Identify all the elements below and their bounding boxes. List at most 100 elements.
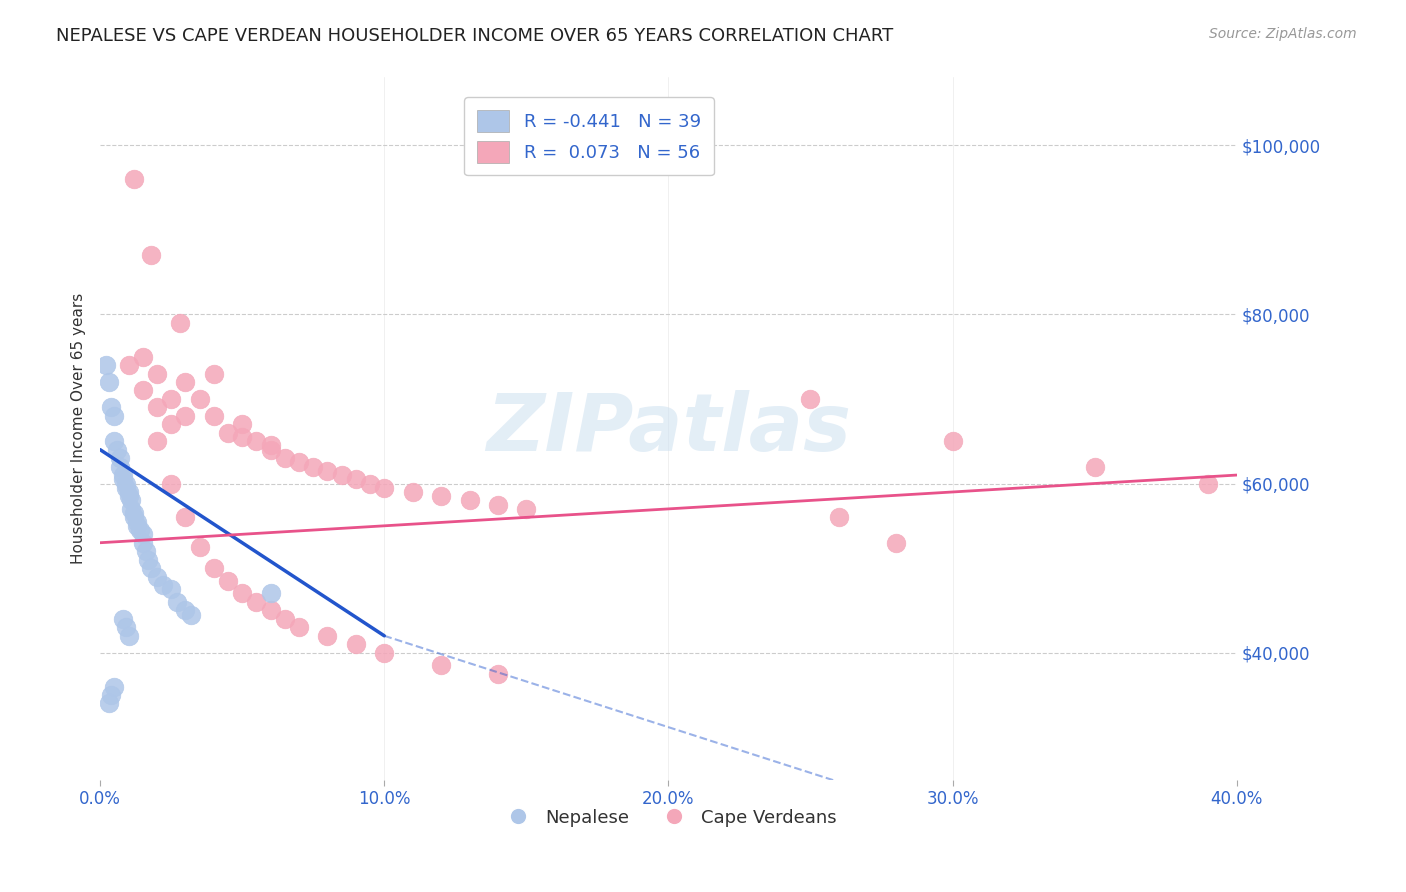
Point [174,510,197,524]
Point [188,540,211,554]
Point [174,409,197,423]
Point [146,401,169,415]
Point [828,510,851,524]
Point [942,434,965,449]
Point [146,367,169,381]
Point [108,459,131,474]
Point [202,409,225,423]
Point [117,485,139,500]
Point [132,384,155,398]
Point [100,401,122,415]
Point [111,472,134,486]
Text: ZIPatlas: ZIPatlas [486,390,851,467]
Point [166,595,188,609]
Point [111,612,134,626]
Point [132,350,155,364]
Point [146,434,169,449]
Point [105,442,128,457]
Point [245,595,267,609]
Text: NEPALESE VS CAPE VERDEAN HOUSEHOLDER INCOME OVER 65 YEARS CORRELATION CHART: NEPALESE VS CAPE VERDEAN HOUSEHOLDER INC… [56,27,893,45]
Point [114,620,136,634]
Point [125,515,148,529]
Point [132,535,155,549]
Point [430,658,453,673]
Point [884,535,907,549]
Point [231,586,253,600]
Point [138,552,160,566]
Point [180,607,202,622]
Point [122,506,145,520]
Point [344,472,367,486]
Legend: Nepalese, Cape Verdeans: Nepalese, Cape Verdeans [492,801,844,834]
Point [231,417,253,432]
Point [274,451,297,466]
Point [1197,476,1219,491]
Point [217,425,239,440]
Point [373,646,395,660]
Point [1084,459,1107,474]
Point [125,518,148,533]
Point [231,430,253,444]
Point [114,481,136,495]
Point [288,620,311,634]
Point [103,680,125,694]
Point [302,459,325,474]
Point [402,485,425,500]
Point [160,582,183,597]
Point [245,434,267,449]
Point [288,455,311,469]
Point [373,481,395,495]
Point [202,561,225,575]
Point [174,375,197,389]
Point [146,569,169,583]
Point [160,476,183,491]
Point [117,358,139,372]
Point [274,612,297,626]
Point [486,498,509,512]
Point [94,358,117,372]
Point [114,476,136,491]
Point [259,603,281,617]
Point [100,688,122,702]
Point [117,489,139,503]
Point [316,464,339,478]
Point [111,468,134,483]
Point [359,476,381,491]
Point [458,493,481,508]
Point [202,367,225,381]
Point [97,697,120,711]
Point [169,316,191,330]
Point [160,417,183,432]
Point [129,523,152,537]
Point [122,510,145,524]
Point [174,603,197,617]
Point [97,375,120,389]
Text: Source: ZipAtlas.com: Source: ZipAtlas.com [1209,27,1357,41]
Y-axis label: Householder Income Over 65 years: Householder Income Over 65 years [72,293,86,564]
Point [515,502,537,516]
Point [132,527,155,541]
Point [103,409,125,423]
Point [141,248,163,262]
Point [259,442,281,457]
Point [122,172,145,186]
Point [135,544,157,558]
Point [120,493,142,508]
Point [108,451,131,466]
Point [259,438,281,452]
Point [330,468,353,483]
Point [120,502,142,516]
Point [344,637,367,651]
Point [259,586,281,600]
Point [799,392,821,406]
Point [486,666,509,681]
Point [152,578,174,592]
Point [160,392,183,406]
Point [217,574,239,588]
Point [117,629,139,643]
Point [316,629,339,643]
Point [430,489,453,503]
Point [141,561,163,575]
Point [103,434,125,449]
Point [188,392,211,406]
